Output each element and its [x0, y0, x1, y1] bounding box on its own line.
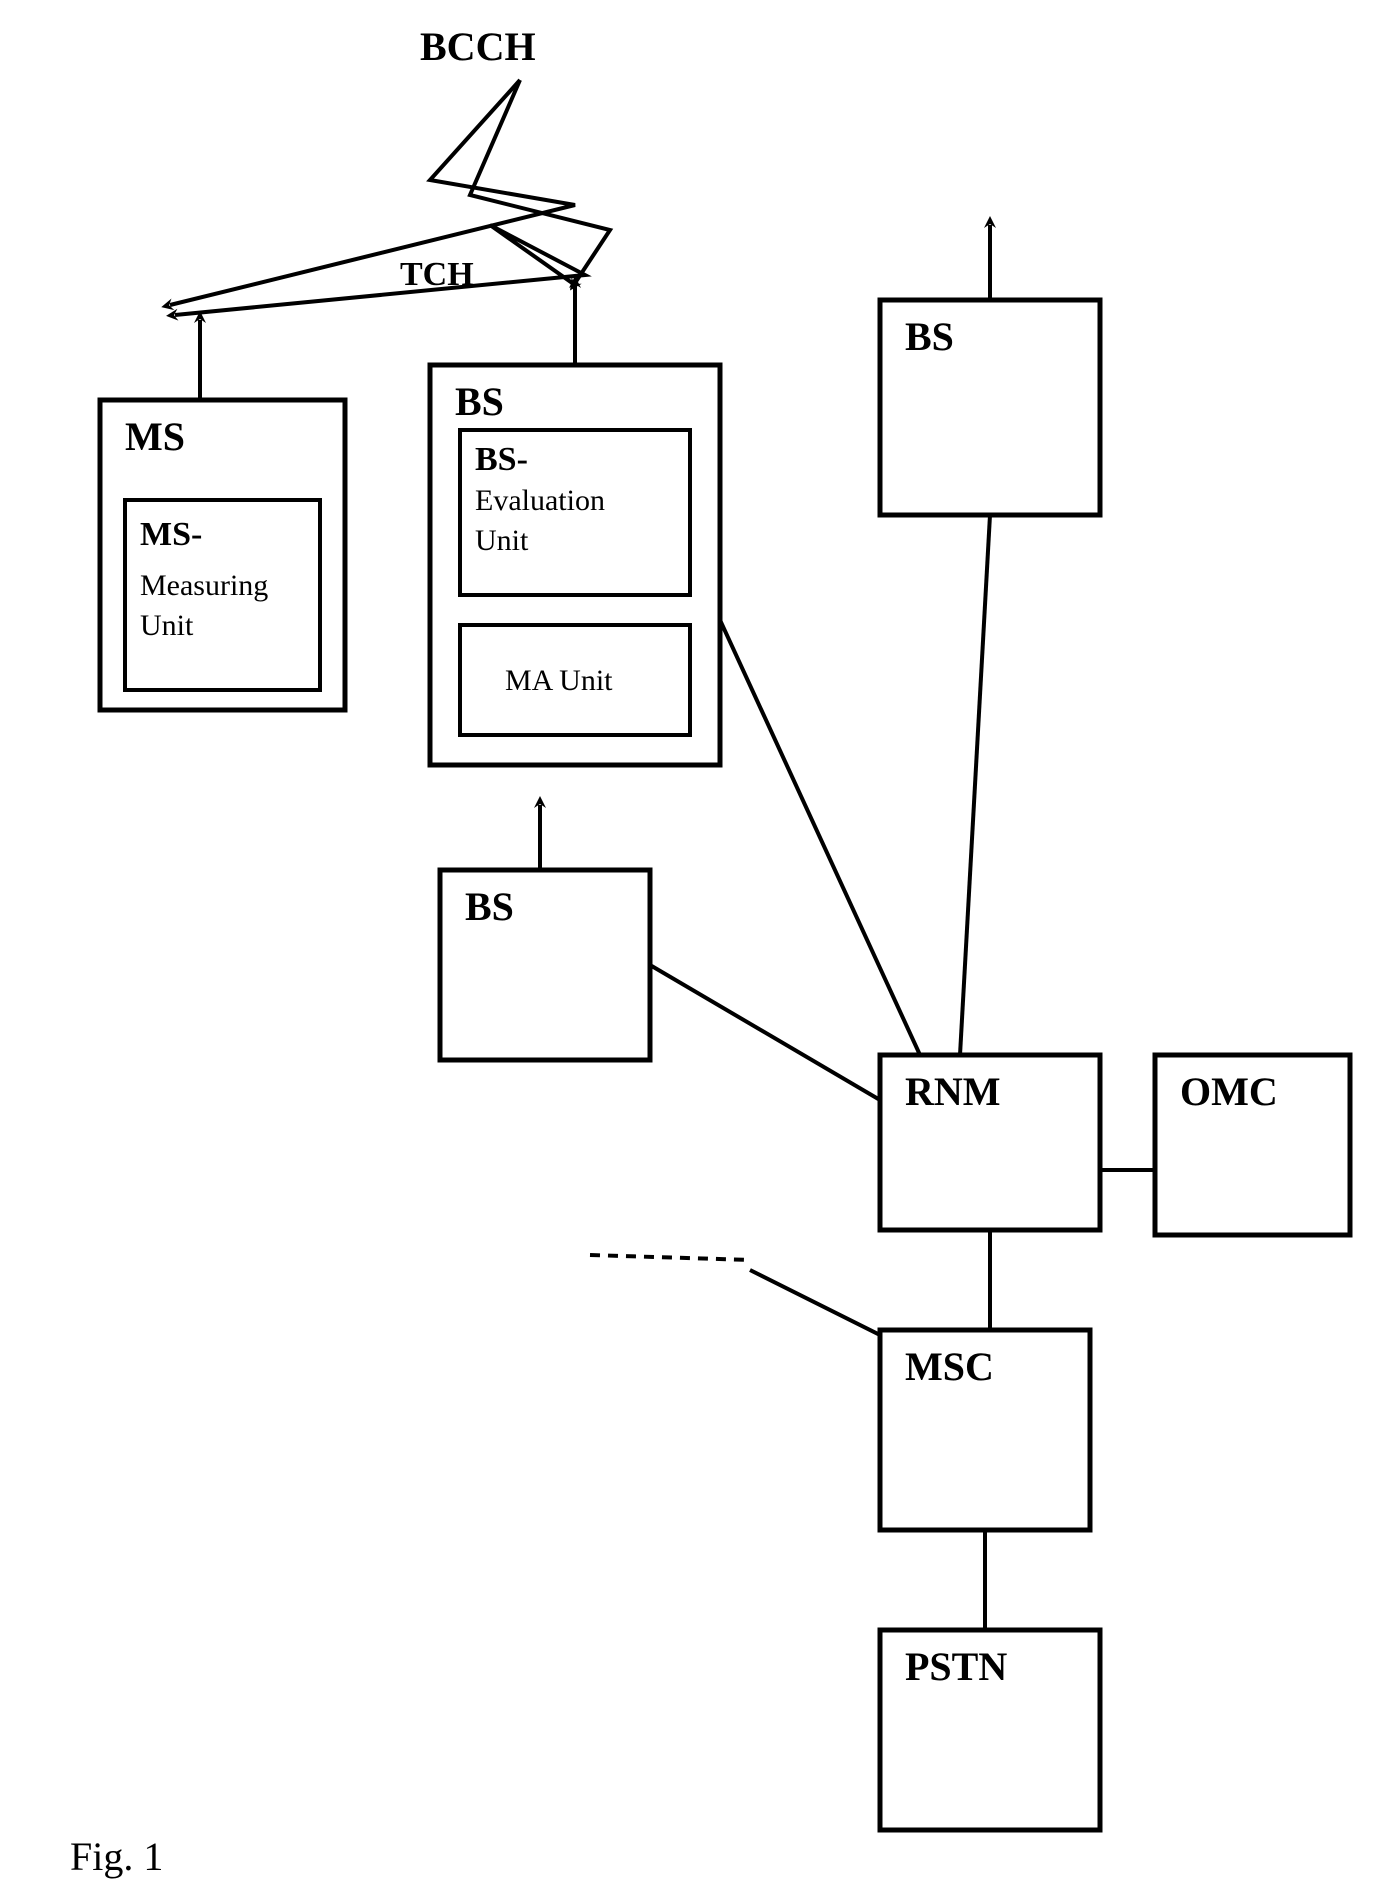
label-bs-eval3: Unit	[475, 524, 529, 557]
label-bs-right: BS	[905, 314, 954, 359]
label-caption: Fig. 1	[70, 1834, 163, 1879]
label-bs-ma: MA Unit	[505, 664, 613, 697]
label-ms-title: MS	[125, 414, 185, 459]
label-msc: MSC	[905, 1344, 994, 1389]
label-ms-sub3: Unit	[140, 609, 194, 642]
label-tch: TCH	[400, 256, 474, 293]
line-bsright-rnm	[960, 515, 990, 1055]
box-bs-main	[430, 365, 720, 765]
label-pstn: PSTN	[905, 1644, 1007, 1689]
line-bslower-rnm	[650, 965, 880, 1100]
label-ms-sub1: MS-	[140, 516, 202, 553]
label-rnm: RNM	[905, 1069, 1001, 1114]
line-dash-to-msc-dashed	[590, 1255, 750, 1260]
zigzag-bcch-left	[170, 80, 575, 305]
label-bs-eval2: Evaluation	[475, 484, 605, 517]
zigzag-tch	[175, 225, 585, 315]
line-bsmain-rnm	[720, 620, 920, 1055]
label-bs-main-title: BS	[455, 379, 504, 424]
label-omc: OMC	[1180, 1069, 1278, 1114]
label-ms-sub2: Measuring	[140, 569, 268, 602]
label-bs-lower: BS	[465, 884, 514, 929]
label-bs-eval1: BS-	[475, 441, 528, 478]
label-bcch: BCCH	[420, 24, 536, 69]
